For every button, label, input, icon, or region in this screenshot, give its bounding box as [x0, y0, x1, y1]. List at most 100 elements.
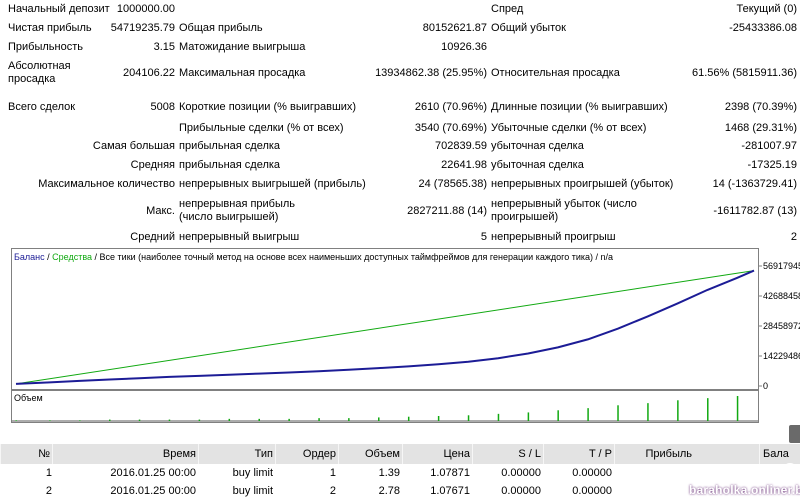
expected-payoff-value: 10926.36: [441, 41, 487, 53]
cell-tp: 0.00000: [572, 467, 612, 479]
total-trades-label: Всего сделок: [8, 101, 76, 113]
spread-label: Спред: [491, 3, 524, 15]
consecutive-loss-label: непрерывный убыток (число проигрышей): [491, 198, 637, 223]
absolute-drawdown-label: Абсолютная просадка: [8, 60, 71, 85]
watermark: baraholka.onliner.by: [671, 460, 800, 499]
gross-loss-label: Общий убыток: [491, 22, 566, 34]
column-header-time[interactable]: Время: [52, 444, 198, 464]
average-consecutive-wins-label: непрерывный выигрыш: [179, 231, 300, 243]
initial-deposit-label: Начальный депозит: [8, 3, 110, 15]
backtest-report: Начальный депозит 1000000.00 Спред Текущ…: [0, 0, 800, 248]
y-tick-label: 0: [763, 381, 768, 391]
net-profit-label: Чистая прибыль: [8, 22, 92, 34]
average-label: Средняя: [130, 159, 175, 171]
balance-line-group: [15, 269, 755, 385]
balance-chart-svg: Баланс / Средства / Все тики (наиболее т…: [11, 248, 800, 423]
column-header-volume[interactable]: Объем: [338, 444, 402, 464]
gross-profit-value: 80152621.87: [422, 22, 487, 34]
profit-factor-value: 3.15: [153, 41, 175, 53]
volume-bar: [49, 420, 51, 421]
average-loss-value: -17325.19: [747, 159, 797, 171]
y-tick-label: 42688458: [763, 291, 800, 301]
volume-title: Объем: [14, 393, 43, 403]
consecutive-wins-label: непрерывных выигрышей (прибыль): [179, 178, 366, 190]
volume-bar: [318, 418, 320, 421]
loss-trades-label: Убыточные сделки (% от всех): [491, 122, 647, 134]
volume-bar: [736, 396, 739, 421]
volume-bar: [198, 419, 201, 421]
average-consecutive-label: Средний: [130, 231, 175, 243]
table-row[interactable]: 1 2016.01.25 00:00 buy limit 1 1.39 1.07…: [0, 465, 800, 482]
column-header-balance[interactable]: Бала: [759, 444, 800, 464]
y-tick-group: 56917945 42688458 28458972 14229486 0: [758, 261, 800, 391]
largest-profit-label: прибыльная сделка: [179, 140, 281, 152]
total-trades-value: 5008: [150, 101, 175, 113]
average-profit-value: 22641.98: [441, 159, 487, 171]
balance-plot-frame: [11, 248, 759, 390]
expected-payoff-label: Матожидание выигрыша: [179, 41, 306, 53]
long-positions-value: 2398 (70.39%): [724, 101, 797, 113]
volume-bar: [15, 420, 17, 421]
column-header-profit[interactable]: Прибыль: [614, 444, 694, 464]
y-tick-label: 28458972: [763, 321, 800, 331]
y-tick-label: 56917945: [763, 261, 800, 271]
largest-loss-value: -281007.97: [741, 140, 797, 152]
consecutive-profit-label: непрерывная прибыль (число выигрышей): [179, 198, 296, 223]
largest-profit-value: 702839.59: [435, 140, 487, 152]
net-profit-value: 54719235.79: [110, 22, 175, 34]
legend-modelling: Все тики (наиболее точный метод на основ…: [100, 252, 593, 262]
relative-drawdown-label: Относительная просадка: [491, 67, 620, 79]
volume-bar: [467, 415, 470, 421]
legend-separator: /: [593, 252, 601, 262]
legend-na: n/a: [601, 252, 614, 262]
table-row[interactable]: 2 2016.01.25 00:00 buy limit 2 2.78 1.07…: [0, 483, 800, 499]
watermark-logo-icon: [782, 463, 798, 479]
absolute-drawdown-value: 204106.22: [123, 67, 175, 79]
balance-line: [15, 269, 755, 385]
volume-bar: [228, 418, 231, 421]
column-header-order[interactable]: Ордер: [275, 444, 338, 464]
volume-bar: [168, 419, 171, 421]
cell-number: 2: [45, 485, 52, 497]
cell-time: 2016.01.25 00:00: [110, 485, 196, 497]
consecutive-losses-value: 14 (-1363729.41): [712, 178, 797, 190]
volume-bar: [348, 418, 350, 421]
column-header-price[interactable]: Цена: [402, 444, 472, 464]
largest-loss-label: убыточная сделка: [491, 140, 584, 152]
average-consecutive-losses-value: 2: [790, 231, 797, 243]
profit-factor-label: Прибыльность: [8, 41, 83, 53]
volume-bar: [79, 420, 81, 421]
legend-balance: Баланс: [14, 252, 45, 262]
cell-volume: 2.78: [378, 485, 400, 497]
volume-bar: [707, 398, 709, 421]
loss-trades-value: 1468 (29.31%): [724, 122, 797, 134]
spread-value: Текущий (0): [736, 3, 798, 15]
gross-loss-value: -25433386.08: [729, 22, 797, 34]
column-header-sl[interactable]: S / L: [472, 444, 543, 464]
average-consecutive-wins-value: 5: [480, 231, 487, 243]
y-tick-label: 14229486: [763, 351, 800, 361]
cell-price: 1.07871: [430, 467, 470, 479]
volume-bar: [288, 418, 290, 421]
volume-bar: [647, 403, 649, 421]
column-header-tp[interactable]: T / P: [543, 444, 614, 464]
profit-trades-value: 3540 (70.69%): [414, 122, 487, 134]
column-header-number[interactable]: №: [0, 444, 52, 464]
chart-title: Баланс / Средства / Все тики (наиболее т…: [14, 252, 613, 262]
column-header-type[interactable]: Тип: [198, 444, 275, 464]
average-profit-label: прибыльная сделка: [179, 159, 281, 171]
average-loss-label: убыточная сделка: [491, 159, 584, 171]
cell-sl: 0.00000: [501, 485, 541, 497]
volume-bar-group: [12, 396, 758, 422]
cell-price: 1.07671: [430, 485, 470, 497]
volume-bar: [437, 416, 440, 421]
balance-chart: Баланс / Средства / Все тики (наиболее т…: [11, 248, 800, 423]
cell-order: 2: [329, 485, 336, 497]
cell-volume: 1.39: [378, 467, 400, 479]
largest-label: Самая большая: [92, 140, 175, 152]
trades-table[interactable]: № Время Тип Ордер Объем Цена S / L T / P…: [0, 444, 800, 499]
maximal-drawdown-label: Максимальная просадка: [179, 67, 306, 79]
relative-drawdown-value: 61.56% (5815911.36): [692, 67, 797, 79]
cell-type: buy limit: [232, 467, 273, 479]
cell-number: 1: [45, 467, 52, 479]
